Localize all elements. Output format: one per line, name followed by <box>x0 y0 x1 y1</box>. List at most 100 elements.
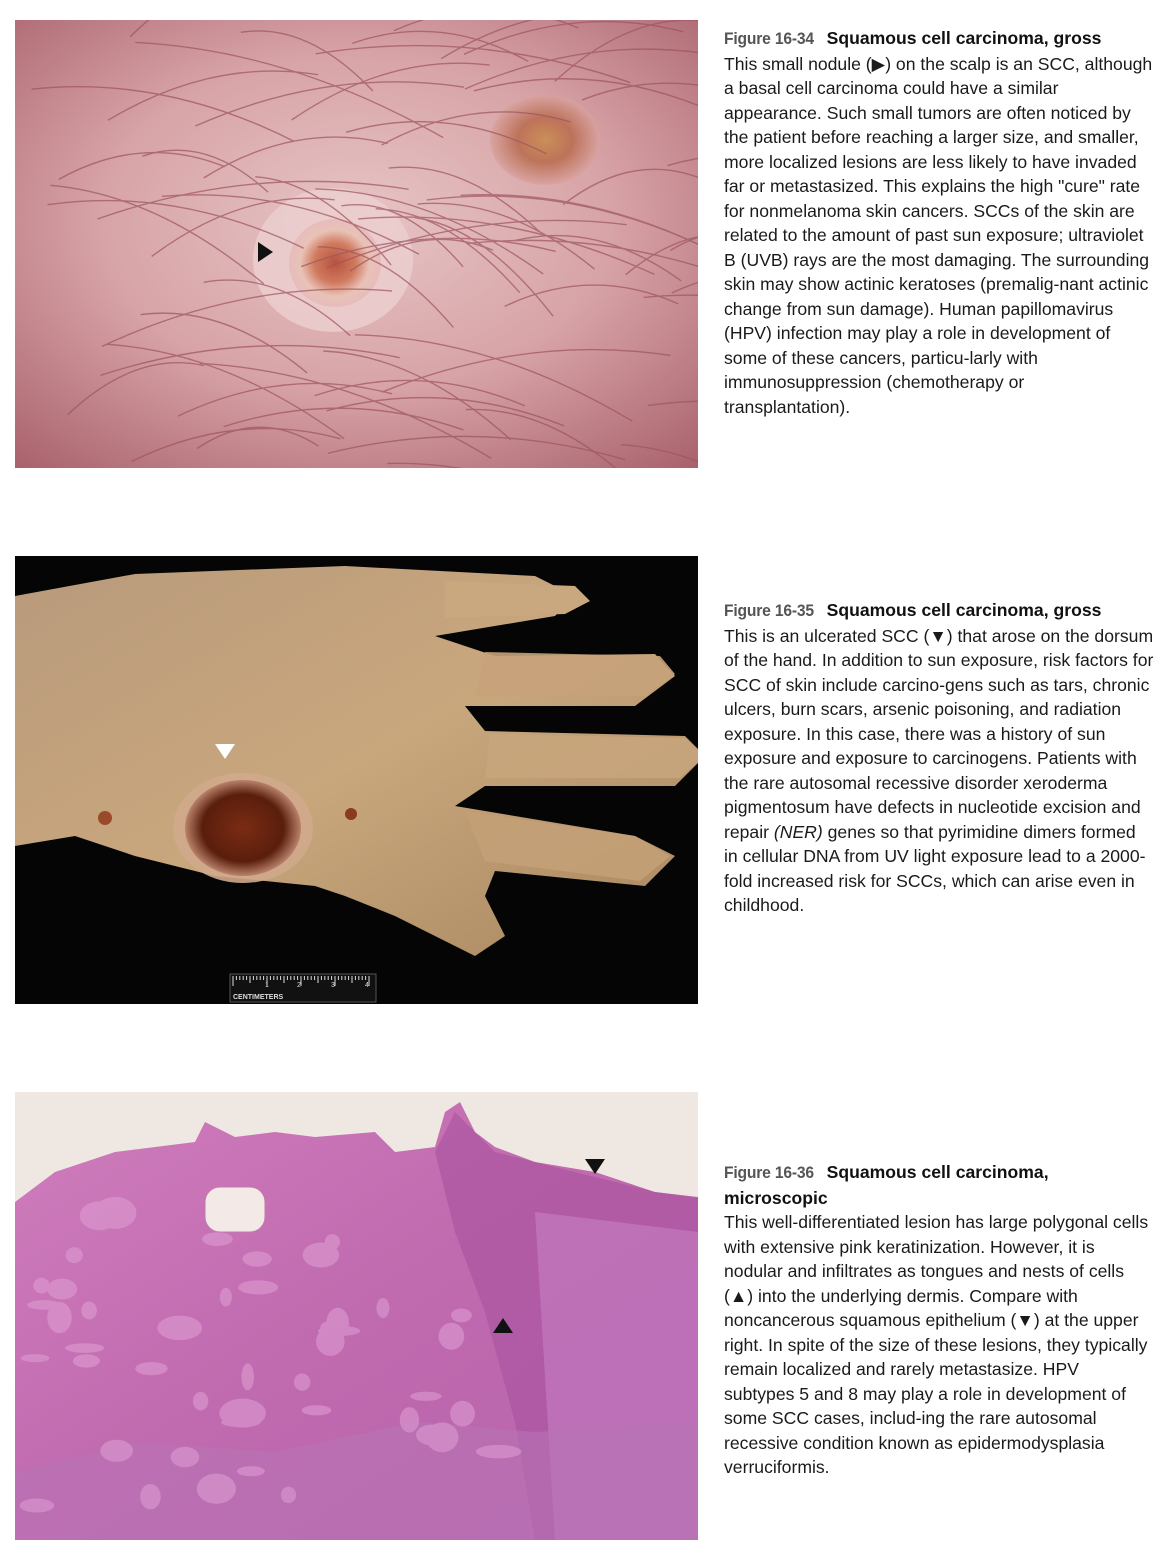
hair-strand <box>317 246 454 328</box>
hair-strand <box>107 70 319 121</box>
ruler-tick-label: 4 <box>365 982 369 989</box>
centimeter-ruler: 1 2 3 4 CENTIMETERS <box>229 973 377 1003</box>
hair-strand <box>671 281 698 294</box>
keratin-nest <box>33 1277 50 1294</box>
keratin-nest <box>47 1301 72 1334</box>
hair-strand <box>349 238 494 272</box>
hair-strand <box>460 194 698 245</box>
ruler-tick-label: 1 <box>265 982 269 989</box>
figure-description: This well-differentiated lesion has larg… <box>724 1212 1149 1477</box>
keratin-nest <box>242 1251 272 1267</box>
keratin-nest <box>65 1247 83 1264</box>
figure-16-36-image <box>15 1092 698 1540</box>
hair-strand <box>196 426 319 450</box>
hair-strand <box>151 197 335 257</box>
figure-number: Figure 16-35 <box>724 601 814 620</box>
hair-strand <box>140 312 308 374</box>
hair-strand <box>291 62 490 121</box>
hair-strand <box>581 82 698 101</box>
hair-strand <box>381 111 571 146</box>
hair-strand <box>417 202 595 270</box>
ulcer-marker-arrow <box>215 744 235 759</box>
figure-description: This small nodule (▶) on the scalp is an… <box>724 53 1153 417</box>
ruler-tick-label: 3 <box>331 982 335 989</box>
hair-strand <box>669 236 698 252</box>
hair-strand <box>327 435 626 461</box>
hair-strand <box>223 407 464 431</box>
hair-strand <box>101 288 393 347</box>
hair-strand <box>667 157 698 167</box>
hair-strand <box>203 279 351 337</box>
scalp-photo <box>15 20 698 468</box>
figure-title: Squamous cell carcinoma, gross <box>826 28 1102 48</box>
keratin-nest <box>237 1466 265 1477</box>
keratin-nest <box>202 1232 233 1246</box>
hair-strand <box>161 194 420 255</box>
hair-strand <box>357 216 655 276</box>
hair-strand <box>135 41 444 139</box>
hair-strand <box>465 408 617 468</box>
hair-strand <box>467 239 698 268</box>
ruler-label: CENTIMETERS <box>233 994 284 1001</box>
keratin-nest <box>301 1405 332 1416</box>
hair-strand <box>393 20 579 32</box>
keratin-nest <box>475 1444 522 1459</box>
hair-strand <box>414 216 554 317</box>
hair-strand <box>301 237 556 268</box>
figure-number: Figure 16-34 <box>724 29 814 48</box>
keratin-nest <box>399 1407 420 1433</box>
keratin-nest <box>20 1354 50 1363</box>
hair-strand <box>31 85 294 142</box>
hair-strand <box>255 176 392 266</box>
hair-strand <box>326 396 565 427</box>
keratin-nest <box>79 1201 119 1231</box>
figure-16-34-image <box>15 20 698 468</box>
hair-strand <box>142 149 269 193</box>
keratin-nest <box>450 1308 472 1323</box>
keratin-nest <box>302 1242 340 1268</box>
hair-strand <box>50 184 265 285</box>
figure-16-35-caption: Figure 16-35 Squamous cell carcinoma, gr… <box>724 598 1154 918</box>
hair-strand <box>647 400 698 407</box>
hair-strand <box>326 219 627 269</box>
keratin-nest <box>140 1483 161 1510</box>
keratin-nest <box>438 1322 465 1350</box>
hair-strand <box>464 48 698 90</box>
figure-16-34-caption: Figure 16-34 Squamous cell carcinoma, gr… <box>724 26 1154 419</box>
keratin-nest <box>317 1325 361 1337</box>
hair-strand <box>177 382 393 417</box>
figure-title: Squamous cell carcinoma, gross <box>826 600 1102 620</box>
hair-strand <box>387 462 463 468</box>
keratin-nest <box>170 1446 200 1468</box>
keratin-nest <box>135 1361 168 1376</box>
figure-16-36-caption: Figure 16-36 Squamous cell carcinoma, mi… <box>724 1160 1154 1480</box>
hair-strand <box>129 20 150 38</box>
keratin-nest <box>241 1363 254 1391</box>
hair-strand <box>240 30 374 92</box>
keratin-nest <box>64 1343 105 1353</box>
hair-strand <box>473 78 698 107</box>
hair-strand <box>620 443 698 463</box>
hair-strand <box>625 236 698 276</box>
keratin-nest <box>27 1300 62 1310</box>
figure-description: This is an ulcerated SCC (▼) that arose … <box>724 625 1154 916</box>
hair-strand <box>643 294 698 299</box>
hair-strand <box>381 348 671 393</box>
keratin-nest <box>450 1400 475 1427</box>
hair-strand <box>67 362 205 416</box>
keratin-nest <box>221 1417 261 1428</box>
figure-title: Squamous cell carcinoma, microscopic <box>724 1162 1049 1208</box>
hair-strand <box>562 168 698 206</box>
ruler-tick-label: 2 <box>297 982 301 989</box>
hair-strand <box>315 188 544 275</box>
keratin-nest <box>19 1498 55 1513</box>
epithelium-marker-arrow <box>585 1159 605 1174</box>
keratin-nest <box>196 1473 236 1504</box>
hair-strand <box>323 350 512 441</box>
keratin-nest <box>293 1373 311 1391</box>
hair-strand <box>203 136 388 179</box>
keratin-nest <box>81 1301 97 1320</box>
nodule-marker-arrow <box>258 242 273 262</box>
hair-strand <box>58 151 226 180</box>
hair-strand <box>463 20 684 55</box>
